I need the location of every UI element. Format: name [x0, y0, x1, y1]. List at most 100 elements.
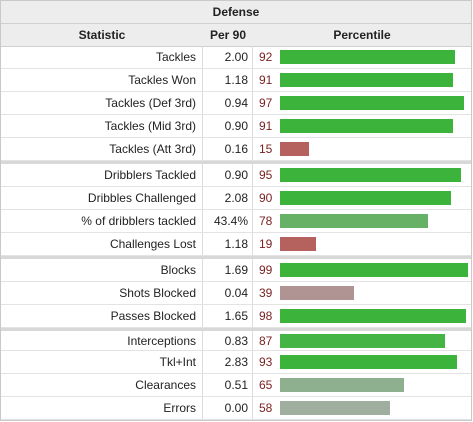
statistic-label: Tackles — [1, 46, 203, 68]
statistic-label: Errors — [1, 397, 203, 419]
percentile-bar — [280, 355, 457, 369]
percentile-value: 91 — [259, 73, 273, 87]
statistic-label: Tackles Won — [1, 69, 203, 91]
per90-value: 0.51 — [203, 374, 253, 396]
percentile-bar — [280, 378, 404, 392]
per90-value: 0.04 — [203, 282, 253, 304]
percentile-value: 15 — [259, 142, 273, 156]
percentile-bar — [280, 119, 453, 133]
percentile-bar — [280, 333, 445, 348]
percentile-cell: 99 — [253, 259, 471, 281]
percentile-bar — [280, 73, 453, 87]
percentile-value: 39 — [259, 286, 273, 300]
percentile-cell: 93 — [253, 351, 471, 373]
table-row: Blocks 1.69 99 — [1, 256, 471, 282]
per90-value: 0.83 — [203, 331, 253, 350]
table-row: Challenges Lost 1.18 19 — [1, 233, 471, 256]
table-row: Dribbles Challenged 2.08 90 — [1, 187, 471, 210]
table-row: Tackles (Att 3rd) 0.16 15 — [1, 138, 471, 161]
percentile-bar — [280, 142, 309, 156]
percentile-bar — [280, 96, 464, 110]
column-header-per90[interactable]: Per 90 — [209, 28, 247, 42]
statistic-label: Blocks — [1, 259, 203, 281]
statistic-label: Passes Blocked — [1, 305, 203, 327]
statistic-label: Tkl+Int — [1, 351, 203, 373]
statistic-label: Clearances — [1, 374, 203, 396]
table-row: Tackles (Def 3rd) 0.94 97 — [1, 92, 471, 115]
percentile-bar — [280, 401, 390, 415]
table-row: Passes Blocked 1.65 98 — [1, 305, 471, 328]
column-header-percentile[interactable]: Percentile — [333, 28, 391, 42]
percentile-value: 99 — [259, 263, 273, 277]
statistic-label: % of dribblers tackled — [1, 210, 203, 232]
statistic-label: Tackles (Def 3rd) — [1, 92, 203, 114]
percentile-cell: 97 — [253, 92, 471, 114]
percentile-cell: 91 — [253, 69, 471, 91]
percentile-value: 97 — [259, 96, 273, 110]
percentile-cell: 95 — [253, 164, 471, 186]
percentile-bar — [280, 263, 468, 277]
statistic-label: Dribblers Tackled — [1, 164, 203, 186]
percentile-cell: 58 — [253, 397, 471, 419]
table-row: Errors 0.00 58 — [1, 397, 471, 420]
percentile-value: 58 — [259, 401, 273, 415]
percentile-cell: 98 — [253, 305, 471, 327]
statistic-label: Tackles (Mid 3rd) — [1, 115, 203, 137]
percentile-bar — [280, 50, 455, 64]
column-header-statistic[interactable]: Statistic — [78, 28, 126, 42]
table-row: Tackles Won 1.18 91 — [1, 69, 471, 92]
percentile-value: 91 — [259, 119, 273, 133]
per90-value: 43.4% — [203, 210, 253, 232]
percentile-bar — [280, 237, 316, 251]
percentile-value: 93 — [259, 355, 273, 369]
per90-value: 2.08 — [203, 187, 253, 209]
percentile-bar — [280, 214, 428, 228]
percentile-bar — [280, 191, 451, 205]
percentile-bar — [280, 286, 354, 300]
table-row: % of dribblers tackled 43.4% 78 — [1, 210, 471, 233]
per90-value: 1.69 — [203, 259, 253, 281]
panel-title: Defense — [1, 1, 471, 24]
table-row: Tackles 2.00 92 — [1, 46, 471, 69]
statistic-label: Shots Blocked — [1, 282, 203, 304]
per90-value: 0.94 — [203, 92, 253, 114]
per90-value: 0.16 — [203, 138, 253, 160]
statistic-label: Interceptions — [1, 331, 203, 350]
statistic-label: Dribbles Challenged — [1, 187, 203, 209]
per90-value: 0.00 — [203, 397, 253, 419]
statistic-label: Tackles (Att 3rd) — [1, 138, 203, 160]
percentile-value: 92 — [259, 50, 273, 64]
percentile-bar — [280, 168, 461, 182]
statistic-label: Challenges Lost — [1, 233, 203, 255]
percentile-value: 87 — [259, 333, 273, 348]
per90-value: 2.83 — [203, 351, 253, 373]
percentile-value: 98 — [259, 309, 273, 323]
per90-value: 1.18 — [203, 69, 253, 91]
table-row: Tackles (Mid 3rd) 0.90 91 — [1, 115, 471, 138]
percentile-value: 90 — [259, 191, 273, 205]
percentile-cell: 87 — [253, 331, 471, 350]
percentile-value: 95 — [259, 168, 273, 182]
table-row: Dribblers Tackled 0.90 95 — [1, 161, 471, 187]
table-row: Clearances 0.51 65 — [1, 374, 471, 397]
table-row: Shots Blocked 0.04 39 — [1, 282, 471, 305]
percentile-cell: 65 — [253, 374, 471, 396]
per90-value: 0.90 — [203, 115, 253, 137]
per90-value: 1.65 — [203, 305, 253, 327]
table-header: Statistic Per 90 Percentile — [1, 24, 471, 47]
percentile-value: 65 — [259, 378, 273, 392]
percentile-cell: 39 — [253, 282, 471, 304]
percentile-cell: 15 — [253, 138, 471, 160]
percentile-cell: 78 — [253, 210, 471, 232]
percentile-cell: 90 — [253, 187, 471, 209]
per90-value: 0.90 — [203, 164, 253, 186]
percentile-cell: 19 — [253, 233, 471, 255]
percentile-value: 78 — [259, 214, 273, 228]
table-row: Interceptions 0.83 87 — [1, 328, 471, 351]
per90-value: 1.18 — [203, 233, 253, 255]
percentile-bar — [280, 309, 466, 323]
percentile-cell: 91 — [253, 115, 471, 137]
percentile-value: 19 — [259, 237, 273, 251]
percentile-cell: 92 — [253, 46, 471, 68]
